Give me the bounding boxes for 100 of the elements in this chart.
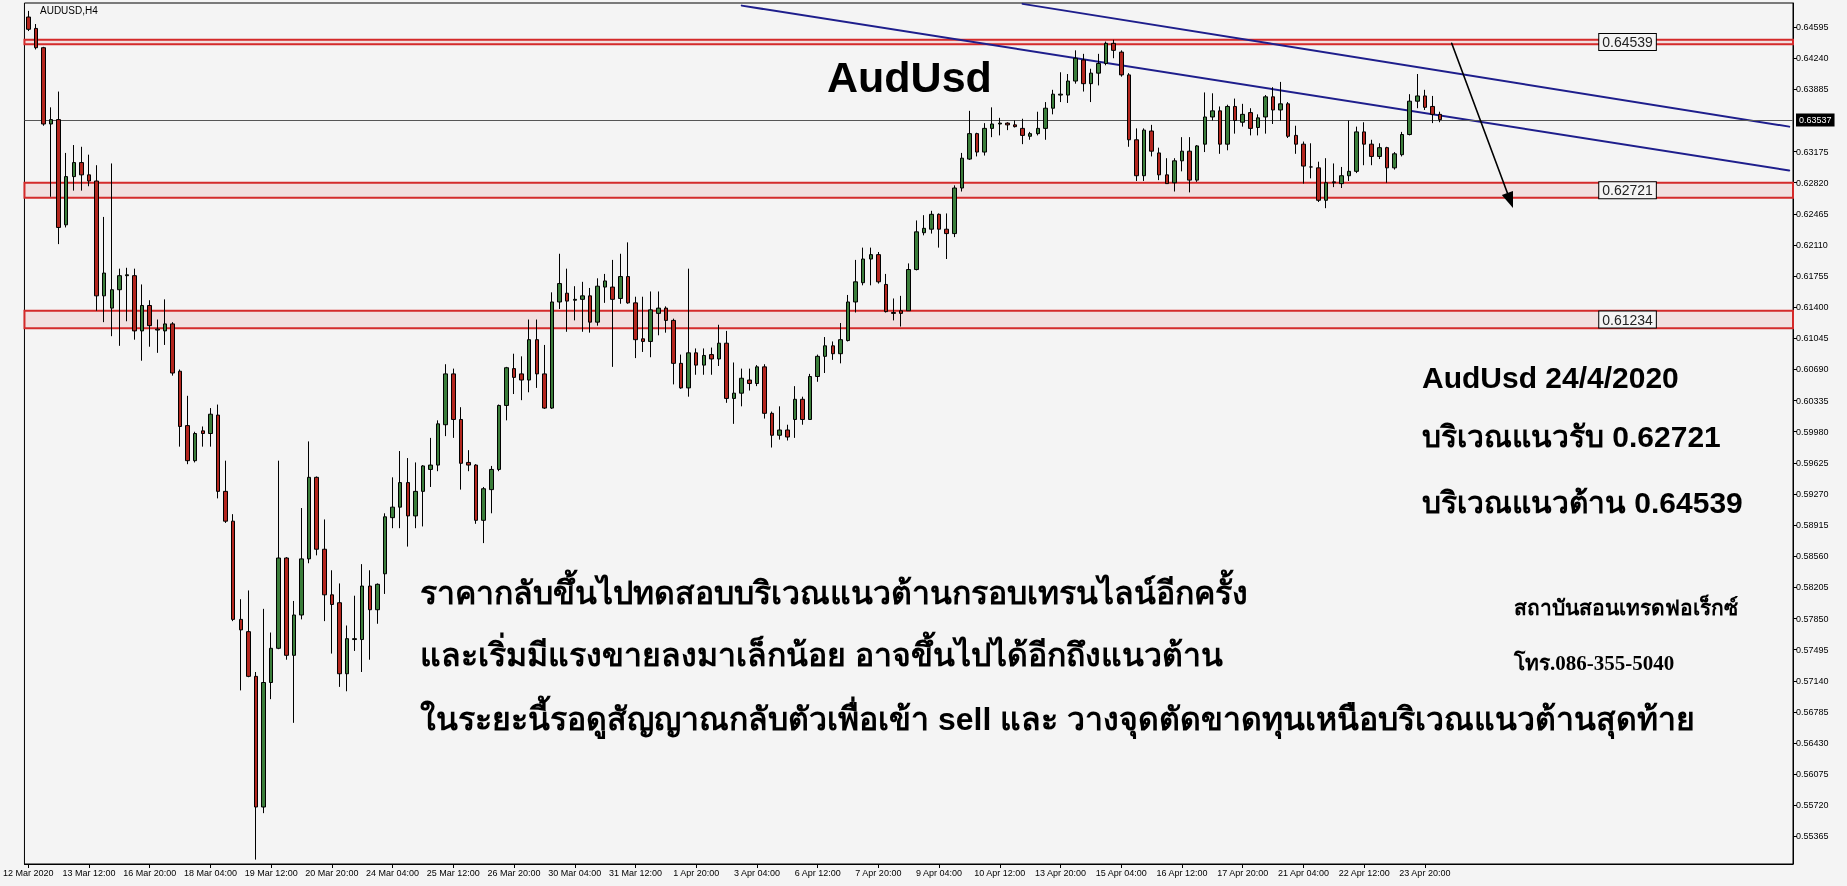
- candlestick: [1430, 95, 1435, 124]
- candlestick: [1407, 93, 1412, 136]
- candlestick: [26, 10, 31, 32]
- y-tick-label: 0.62820: [1796, 177, 1829, 188]
- candlestick: [428, 437, 433, 488]
- y-tick-label: 0.61400: [1796, 302, 1829, 313]
- y-tick-label: 0.59980: [1796, 426, 1829, 437]
- x-tick-label: 10 Apr 12:00: [974, 867, 1026, 878]
- candlestick: [648, 290, 653, 358]
- y-tick-label: 0.58205: [1796, 582, 1829, 593]
- candlestick: [1316, 161, 1321, 203]
- candlestick: [140, 283, 144, 362]
- candlestick: [573, 285, 577, 321]
- candlestick: [1119, 49, 1124, 78]
- candlestick: [709, 347, 714, 376]
- candlestick: [102, 216, 106, 323]
- candlestick: [94, 164, 99, 312]
- candlestick: [808, 373, 812, 420]
- y-tick-label: 0.62465: [1796, 208, 1829, 219]
- x-tick-label: 20 Mar 20:00: [305, 867, 359, 878]
- y-tick-label: 0.56785: [1796, 706, 1829, 717]
- candlestick: [1134, 127, 1139, 182]
- text: AudUsd: [827, 52, 992, 101]
- candlestick: [1286, 101, 1290, 139]
- candlestick: [1203, 91, 1207, 153]
- candlestick: [474, 463, 478, 525]
- y-tick-label: 0.64595: [1796, 22, 1829, 33]
- candlestick: [724, 330, 729, 404]
- candlestick: [1104, 41, 1108, 66]
- candlestick: [535, 319, 539, 389]
- candlestick: [1400, 131, 1404, 157]
- candlestick: [527, 319, 531, 393]
- candlestick: [1165, 157, 1169, 185]
- candlestick: [929, 210, 934, 235]
- candlestick: [550, 291, 554, 410]
- candlestick: [1218, 105, 1222, 155]
- candlestick: [1294, 125, 1298, 155]
- candlestick: [1392, 151, 1397, 171]
- x-tick-label: 31 Mar 12:00: [608, 867, 663, 878]
- candlestick: [1172, 157, 1177, 193]
- candlestick: [1005, 121, 1010, 131]
- candlestick: [1210, 92, 1215, 121]
- candlestick: [1339, 166, 1344, 189]
- candlestick: [481, 486, 486, 544]
- x-tick-label: 1 Apr 20:00: [673, 867, 720, 878]
- candlestick: [1043, 101, 1048, 141]
- x-tick-label: 3 Apr 04:00: [733, 867, 780, 878]
- candlestick: [246, 589, 251, 678]
- candlestick: [322, 518, 327, 622]
- candlestick: [937, 212, 941, 249]
- candlestick: [1225, 104, 1230, 151]
- candlestick: [519, 355, 524, 401]
- candlestick: [884, 273, 888, 313]
- candlestick: [656, 290, 661, 336]
- candlestick: [459, 406, 463, 491]
- candlestick: [671, 318, 676, 385]
- candlestick: [368, 569, 372, 661]
- candlestick: [906, 262, 911, 312]
- candlestick: [1347, 119, 1351, 182]
- candlestick: [390, 476, 395, 529]
- candlestick: [155, 319, 160, 354]
- candlestick: [504, 366, 509, 421]
- candlestick: [785, 424, 790, 442]
- annotation: โทร.086-355-5040: [1514, 651, 1675, 677]
- candlestick: [603, 273, 607, 304]
- x-tick-label: 15 Apr 04:00: [1095, 867, 1147, 878]
- candlestick: [208, 407, 213, 448]
- candlestick: [383, 512, 387, 595]
- y-tick-label: 0.63175: [1796, 146, 1829, 157]
- candlestick: [686, 268, 691, 398]
- candlestick: [254, 671, 258, 861]
- candlestick: [876, 251, 881, 285]
- candlestick: [922, 214, 926, 236]
- candlestick: [1354, 126, 1359, 174]
- candlestick: [800, 396, 805, 426]
- candlestick: [914, 219, 919, 271]
- candlestick: [755, 364, 759, 387]
- candlestick: [1073, 49, 1078, 85]
- candlestick: [853, 259, 858, 313]
- candlestick: [618, 253, 623, 305]
- x-tick-label: 23 Apr 20:00: [1399, 867, 1451, 878]
- candlestick: [292, 600, 296, 724]
- x-tick-label: 21 Apr 04:00: [1277, 867, 1329, 878]
- candlestick: [982, 122, 987, 157]
- candlestick: [269, 632, 273, 700]
- candlestick: [823, 336, 827, 374]
- x-tick-label: 16 Mar 20:00: [123, 867, 177, 878]
- candlestick: [261, 608, 266, 814]
- y-tick-label: 0.55365: [1796, 831, 1829, 842]
- y-tick-label: 0.59625: [1796, 457, 1829, 468]
- candlestick: [360, 563, 364, 673]
- candlestick: [1089, 68, 1093, 103]
- candlestick: [1377, 142, 1382, 160]
- annotation: บริเวณแนวต้าน 0.64539: [1422, 485, 1743, 521]
- candlestick: [1058, 71, 1063, 103]
- candlestick: [762, 363, 767, 420]
- candlestick: [967, 110, 972, 161]
- candlestick: [1263, 94, 1268, 135]
- candlestick: [1233, 98, 1237, 135]
- candlestick: [793, 385, 797, 439]
